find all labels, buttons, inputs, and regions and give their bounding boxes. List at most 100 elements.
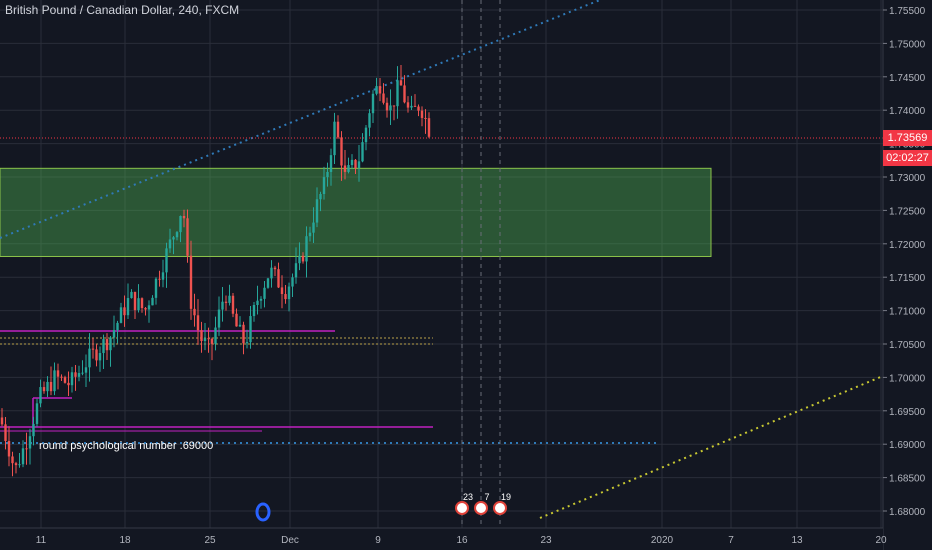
price-tick-label: 1.71000: [889, 307, 926, 318]
candle-body: [343, 165, 347, 172]
candle-body: [312, 222, 315, 233]
candle-body: [266, 278, 270, 288]
candle-body: [105, 339, 109, 351]
candle-body: [340, 137, 343, 166]
candle-body: [382, 93, 385, 103]
time-tick-label: 20: [875, 535, 887, 546]
candle-body: [112, 330, 116, 338]
candle-body: [21, 448, 25, 465]
candle-body: [319, 193, 322, 200]
price-tick-label: 1.68000: [889, 507, 926, 518]
candle-body: [207, 338, 210, 340]
price-tick-label: 1.70000: [889, 373, 926, 384]
demand-zone: [0, 167, 712, 257]
candle-body: [32, 423, 35, 437]
time-axis[interactable]: [0, 528, 883, 550]
time-tick-label: 25: [204, 535, 216, 546]
candle-body: [0, 417, 4, 425]
candle-body: [200, 330, 203, 342]
time-axis-bg: [0, 528, 883, 550]
event-badge-icon: [493, 501, 507, 515]
candle-body: [224, 301, 228, 303]
candle-body: [410, 105, 413, 108]
event-badge-icon: [455, 501, 469, 515]
candle-body: [140, 298, 144, 309]
chart-title: British Pound / Canadian Dollar, 240, FX…: [5, 3, 240, 17]
candle-body: [144, 308, 147, 310]
candle-body: [287, 286, 291, 300]
candle-body: [354, 159, 357, 169]
candle-body: [179, 215, 182, 233]
candle-body: [385, 102, 389, 111]
candle-body: [18, 464, 21, 466]
time-tick-label: 7: [728, 535, 734, 546]
candle-body: [126, 298, 130, 316]
price-axis-labels: 1.755001.750001.745001.740001.735001.730…: [882, 0, 932, 550]
candle-body: [413, 105, 417, 107]
candle-body: [25, 448, 28, 450]
price-tick-label: 1.74000: [889, 106, 926, 117]
candle-body: [252, 305, 256, 317]
time-tick-label: Dec: [281, 535, 299, 546]
candle-body: [60, 376, 63, 378]
candle-body: [49, 381, 53, 392]
candle-body: [147, 305, 151, 310]
price-axis[interactable]: [883, 0, 932, 528]
event-badge-count: 23: [463, 492, 473, 502]
candle-body: [315, 199, 319, 223]
candle-body: [154, 278, 158, 298]
candle-body: [116, 322, 119, 331]
candle-body: [392, 105, 396, 107]
candle-body: [256, 300, 259, 306]
current-price-tag: 1.73569: [883, 130, 932, 146]
price-tick-label: 1.69000: [889, 440, 926, 451]
price-tick-label: 1.69500: [889, 407, 926, 418]
candle-body: [326, 171, 329, 178]
candle-body: [294, 263, 298, 278]
candle-body: [175, 232, 179, 238]
grid: [0, 0, 883, 528]
candle-body: [7, 440, 11, 457]
candle-body: [56, 370, 60, 377]
candle-body: [284, 294, 287, 300]
candle-body: [77, 373, 81, 377]
candle-body: [336, 121, 340, 138]
candle-body: [81, 372, 84, 374]
price-tick-label: 1.70500: [889, 340, 926, 351]
candle-body: [396, 80, 399, 107]
candle-body: [231, 295, 235, 314]
candle-body: [333, 121, 336, 156]
candle-body: [270, 267, 273, 279]
candle-body: [98, 353, 102, 361]
time-tick-label: 18: [119, 535, 131, 546]
candle-body: [228, 295, 231, 303]
candle-body: [259, 298, 263, 301]
candle-body: [406, 102, 410, 108]
candle-body: [371, 93, 375, 114]
price-tick-label: 1.75000: [889, 39, 926, 50]
candle-body: [70, 372, 74, 386]
candle-body: [308, 232, 312, 237]
candle-body: [417, 106, 420, 111]
candle-body: [403, 85, 406, 103]
candle-body: [63, 377, 67, 383]
candle-body: [123, 307, 126, 316]
time-tick-label: 2020: [651, 535, 674, 546]
candle-body: [74, 372, 77, 377]
candle-body: [378, 86, 382, 94]
candle-body: [151, 297, 154, 306]
candle-body: [357, 161, 361, 169]
candle-body: [88, 348, 91, 368]
candles: [0, 64, 431, 477]
candle-body: [273, 267, 277, 270]
candle-body: [119, 307, 123, 323]
candle-body: [210, 338, 214, 344]
candle-body: [298, 255, 301, 264]
candle-body: [67, 382, 70, 386]
candle-body: [277, 269, 280, 288]
candle-body: [242, 324, 245, 344]
price-tick-label: 1.72500: [889, 206, 926, 217]
candle-body: [165, 248, 168, 273]
candle-body: [280, 287, 284, 295]
